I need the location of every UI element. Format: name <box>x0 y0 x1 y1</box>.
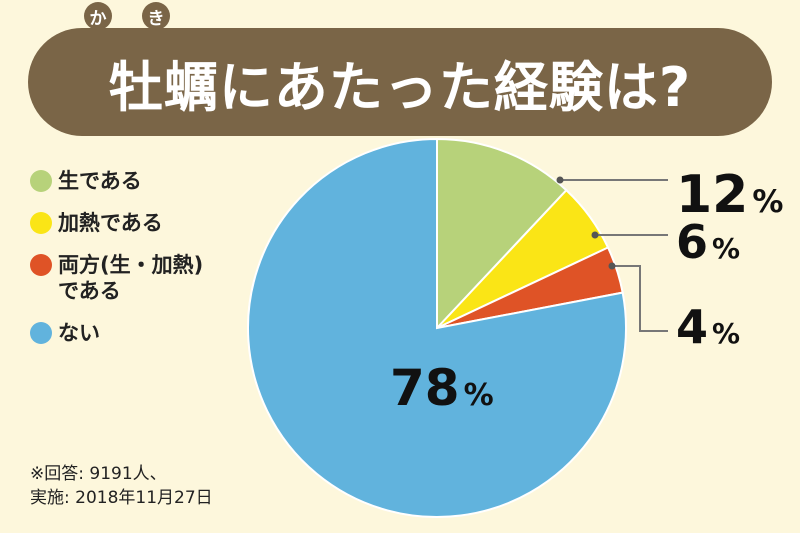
pie-slice-raw <box>436 137 568 331</box>
data-label-cooked: 6% <box>676 215 740 269</box>
leader-dot-raw <box>556 176 564 184</box>
ruby-ka: か <box>84 2 112 30</box>
data-label-both: 4% <box>676 300 740 354</box>
legend: 生である 加熱である 両方(生・加熱) である ない <box>30 168 203 362</box>
legend-label-both: 両方(生・加熱) である <box>58 253 204 303</box>
chart-title: 牡蠣にあたった経験は? <box>108 55 692 119</box>
leader-line-both <box>612 265 668 332</box>
footnote: ※回答: 9191人、 実施: 2018年11月27日 <box>30 464 213 508</box>
legend-label-none: ない <box>58 321 100 345</box>
title-banner: 牡蠣にあたった経験は? <box>28 28 772 136</box>
legend-label-cooked: 加熱である <box>58 211 163 235</box>
legend-swatch-none <box>30 322 52 344</box>
legend-item-both: 両方(生・加熱) である <box>30 252 203 304</box>
legend-swatch-raw <box>30 170 52 192</box>
legend-item-cooked: 加熱である <box>30 210 203 236</box>
legend-swatch-both <box>30 254 52 276</box>
leader-dot-cooked <box>591 231 599 239</box>
legend-swatch-cooked <box>30 212 52 234</box>
pie-slice-none <box>247 137 627 518</box>
ruby-ki: き <box>142 2 170 30</box>
data-label-raw: 12% <box>676 165 783 225</box>
data-label-none: 78% <box>390 359 494 417</box>
legend-item-raw: 生である <box>30 168 203 194</box>
legend-label-raw: 生である <box>58 169 142 193</box>
legend-item-none: ない <box>30 320 203 346</box>
leader-dot-both <box>608 262 616 270</box>
